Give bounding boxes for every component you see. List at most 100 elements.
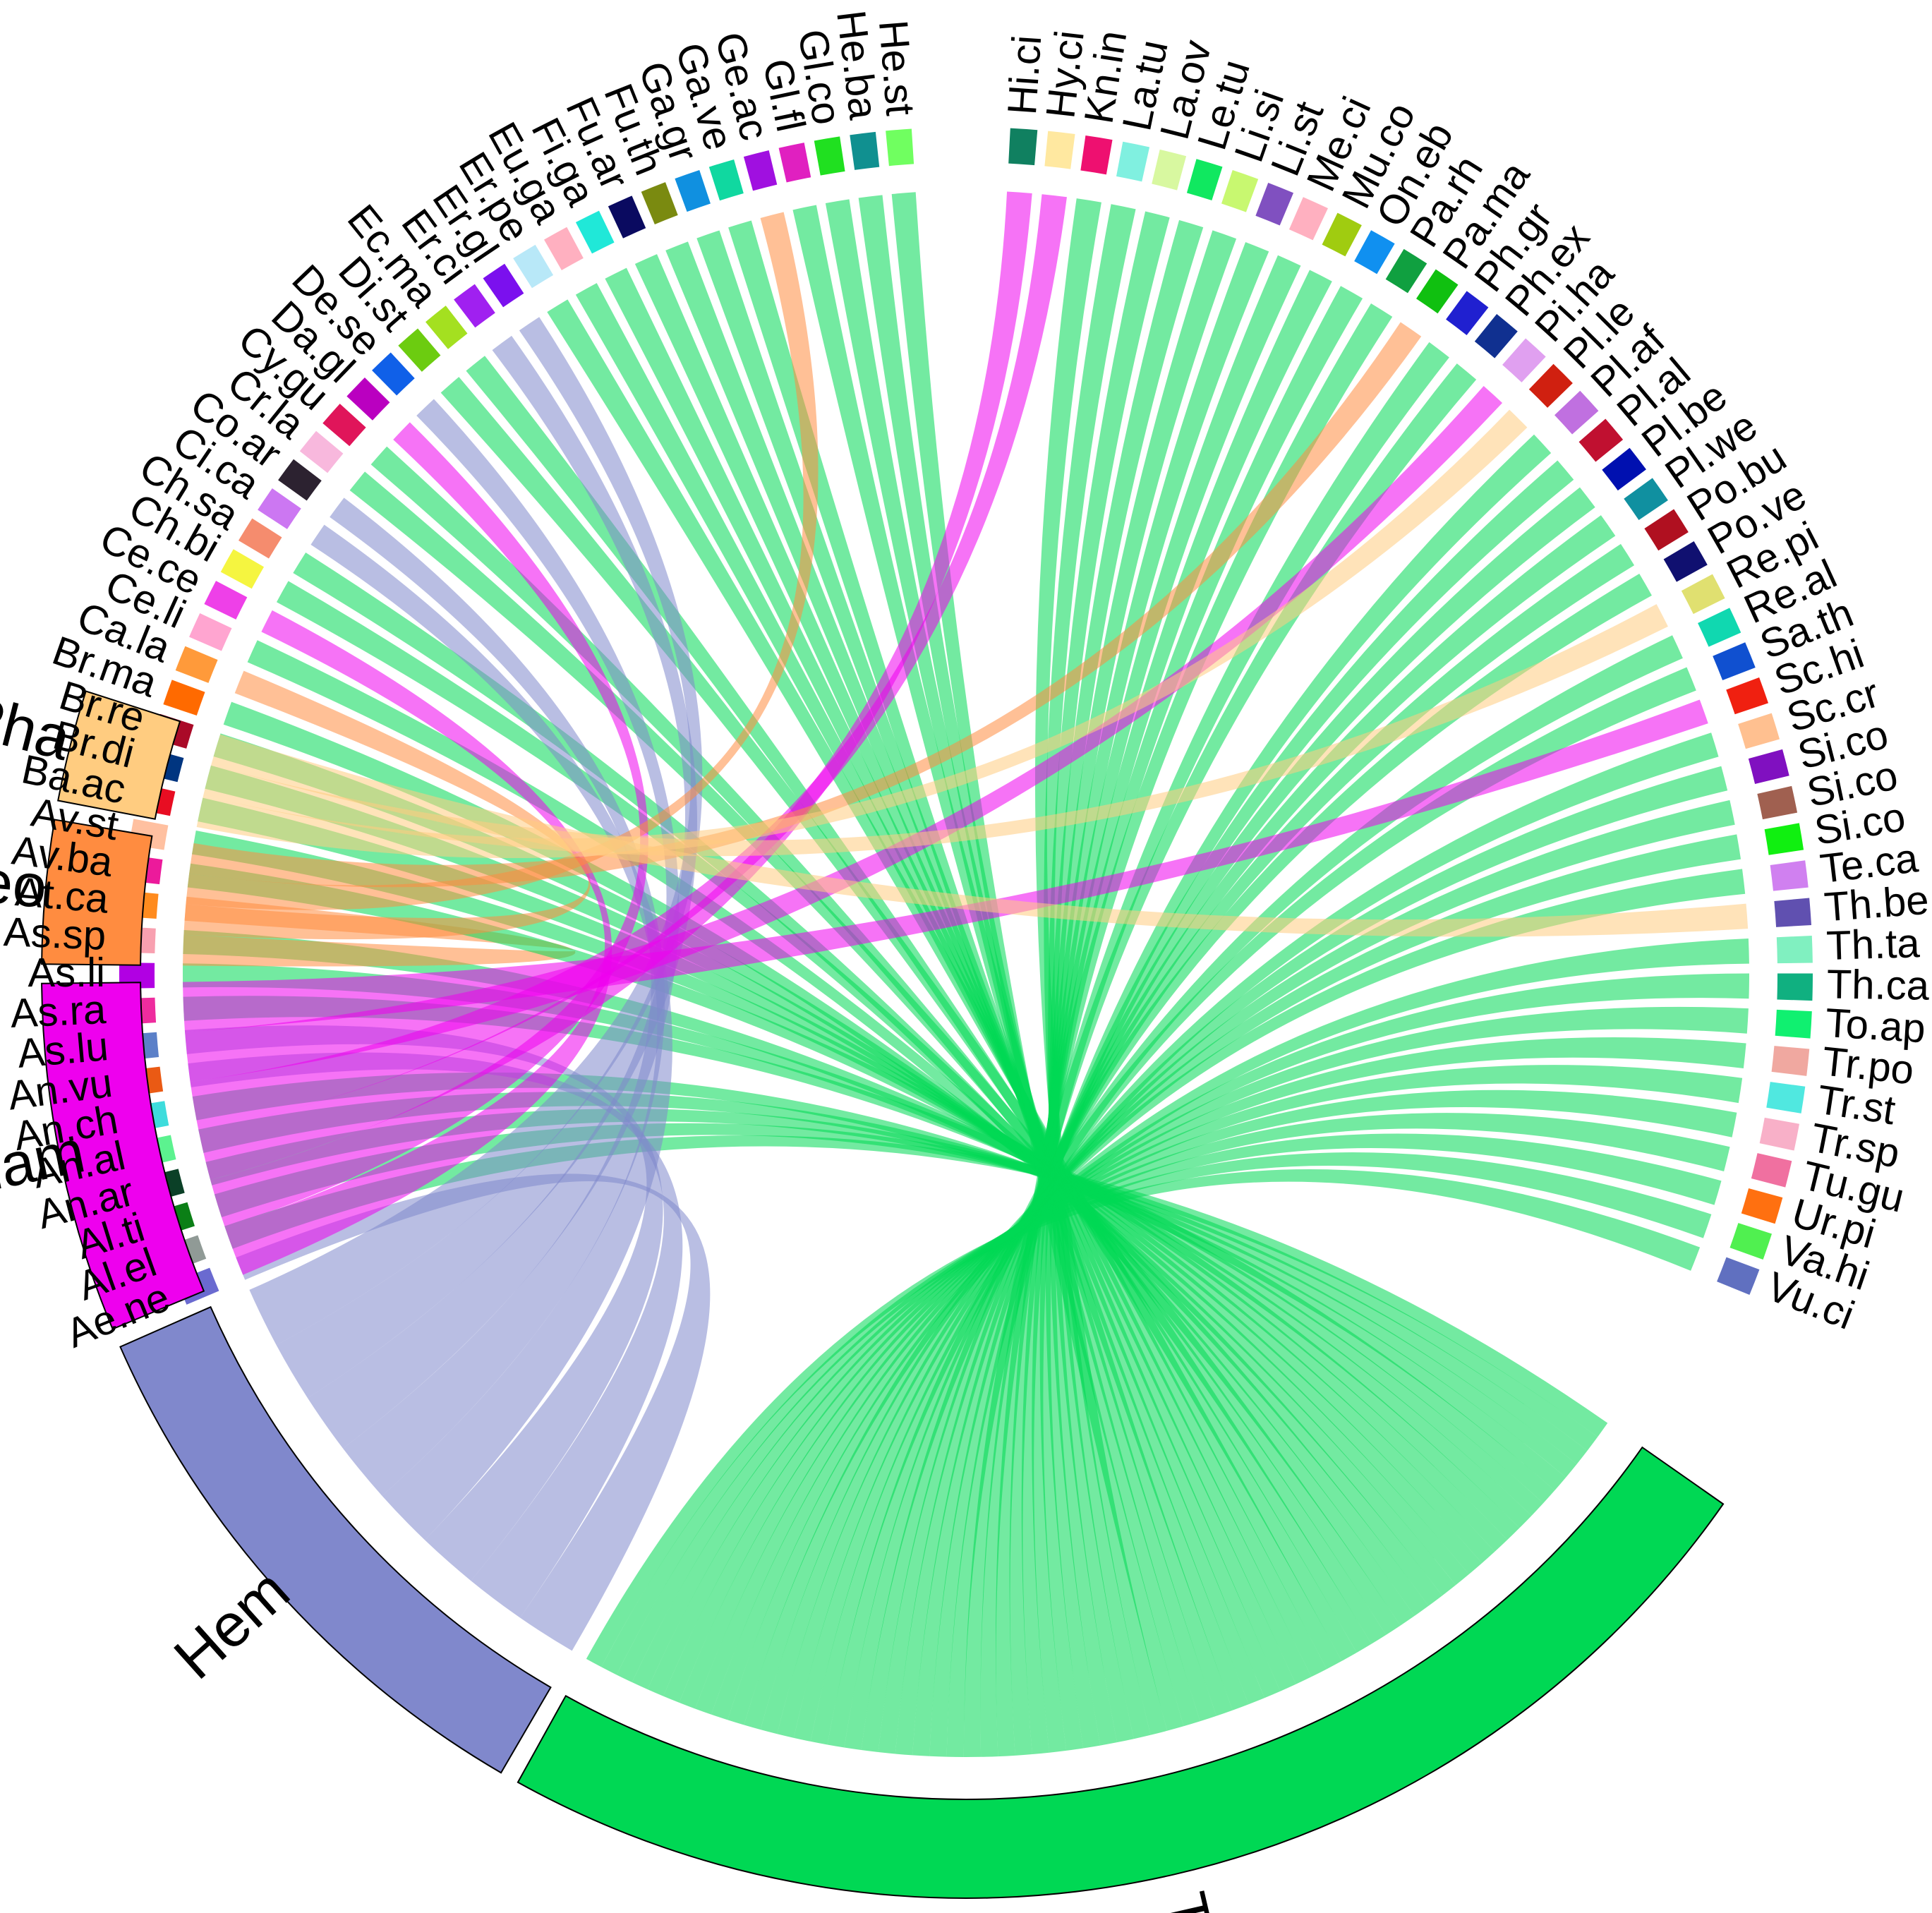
species-label: As.lu <box>16 1023 110 1077</box>
species-segment-le-tu <box>1186 159 1223 201</box>
species-segment-si-co <box>1764 823 1804 855</box>
ribbon-th-be <box>211 734 1749 937</box>
species-segment-th-ta <box>1776 935 1813 964</box>
species-segment-to-ap <box>1775 1009 1812 1039</box>
group-segment-hem <box>119 1305 552 1774</box>
species-segment-ph-ex <box>1474 313 1518 358</box>
species-segment-cr-la <box>299 430 344 473</box>
ribbon-gl-fl <box>792 205 1233 1716</box>
species-segment-pi-ha <box>1502 338 1546 382</box>
group-label-geo: Geo <box>0 843 49 921</box>
species-segment-va-hi <box>1729 1223 1773 1260</box>
species-segment-th-ca <box>1777 973 1813 1001</box>
species-segment-ga-gr <box>675 170 711 212</box>
species-segment-pl-le <box>1528 363 1573 408</box>
species-segment-de-se <box>372 352 415 396</box>
species-segment-gl-co <box>814 136 845 176</box>
species-segment-fu-ar <box>608 195 646 239</box>
ribbon-ae-ne <box>236 1173 711 1651</box>
species-segment-he-ba <box>850 131 880 170</box>
species-segment-er-ci <box>454 284 495 328</box>
species-segment-sa-th <box>1713 642 1756 681</box>
ribbon-pl-le <box>196 409 1528 859</box>
species-label: Hy.ci <box>1037 28 1093 121</box>
group-segment-pha <box>57 690 181 820</box>
ribbon-sc-hi <box>183 699 1708 1032</box>
species-segment-tr-st <box>1766 1082 1806 1114</box>
species-segment-th-be <box>1774 898 1812 927</box>
species-segment-er-gl <box>483 263 524 308</box>
species-segment-tr-sp <box>1759 1117 1800 1151</box>
species-segment-sc-hi <box>1726 677 1769 715</box>
ribbon-de-se <box>307 399 680 1449</box>
species-label: As.li <box>28 950 105 996</box>
ribbon-ca-la <box>183 670 591 940</box>
species-segment-hi-ci <box>1008 128 1038 166</box>
species-segment-ur-pi <box>1741 1188 1783 1224</box>
species-segment-pa-ma <box>1416 269 1459 314</box>
species-segment-mu-co <box>1322 212 1362 257</box>
ribbon-as-ra <box>183 996 1555 1504</box>
species-segment-ge-ac <box>743 150 778 191</box>
species-label: Th.ta <box>1825 920 1921 969</box>
species-segment-gl-fl <box>778 143 811 183</box>
species-segment-te-ca <box>1770 860 1809 891</box>
species-label: Tr.po <box>1820 1038 1916 1093</box>
species-segment-pl-we <box>1624 478 1668 521</box>
species-segment-kn-in <box>1080 135 1113 175</box>
ribbon-fi-ga <box>605 267 1312 1684</box>
species-segment-co-ar <box>278 459 322 501</box>
species-segment-pl-be <box>1602 447 1646 491</box>
group-segment-th <box>517 1446 1725 1899</box>
ribbon-er-ci <box>276 335 697 1399</box>
ribbon-ce-ce <box>225 610 612 1275</box>
species-segment-ce-li <box>189 612 232 651</box>
group-label-th: Th <box>1150 1886 1232 1913</box>
species-label: Hi.ci <box>999 34 1051 116</box>
ribbon-hy-ci <box>190 194 1067 1132</box>
species-segment-hy-ci <box>1044 131 1075 169</box>
species-segment-si-co <box>1748 749 1789 784</box>
ribbon-ga-ve <box>728 220 1249 1710</box>
species-label: Th.ca <box>1826 961 1930 1008</box>
ribbon-ga-gr <box>696 230 1265 1705</box>
species-label: He.st <box>870 18 924 117</box>
ribbon-li-st <box>1039 242 1269 1751</box>
species-segment-la-tu <box>1116 141 1150 182</box>
ribbon-li-si <box>1045 230 1237 1749</box>
species-segment-eu-ga <box>544 227 584 270</box>
ribbon-er-pe <box>547 299 1342 1670</box>
ribbon-co-ar <box>330 497 665 1496</box>
ribbon-an-vu <box>188 1052 683 1618</box>
ribbon-an-al <box>198 1092 1577 1478</box>
ribbon-he-ba <box>858 195 1200 1727</box>
species-segment-sc-cr <box>1738 713 1780 749</box>
species-segment-pa-rh <box>1385 248 1427 294</box>
species-segment-di-st <box>398 328 441 372</box>
ribbon-pa-ma <box>189 322 1422 888</box>
species-segment-ch-bi <box>220 549 265 589</box>
species-segment-ec-ma <box>425 306 468 349</box>
species-segment-pl-al <box>1578 418 1624 462</box>
ribbon-va-hi <box>601 1152 1712 1675</box>
group-segment-geo <box>41 819 153 966</box>
species-segment-li-si <box>1221 170 1259 212</box>
species-label: As.sp <box>3 909 107 959</box>
species-segment-fu-th <box>641 182 678 224</box>
species-segment-vu-ci <box>1717 1257 1760 1296</box>
labels: Ae.neAl.elAl.tiAn.arAn.alAn.chAn.vuAs.lu… <box>0 8 1931 1913</box>
species-segment-cy-gu <box>322 404 366 447</box>
species-segment-tr-po <box>1771 1046 1810 1076</box>
species-segment-he-st <box>886 128 914 167</box>
species-segment-la-ov <box>1152 149 1187 191</box>
species-segment-ci-ca <box>258 488 301 529</box>
ribbon-he-st <box>891 192 1184 1731</box>
ribbons-layer <box>183 191 1749 1757</box>
ribbon-vu-ci <box>586 1169 1701 1667</box>
group-segments <box>41 690 1725 1899</box>
species-segment-br-ma <box>163 680 205 716</box>
ribbon-ph-gr <box>980 342 1449 1757</box>
ribbon-th-ta <box>727 939 1749 1725</box>
